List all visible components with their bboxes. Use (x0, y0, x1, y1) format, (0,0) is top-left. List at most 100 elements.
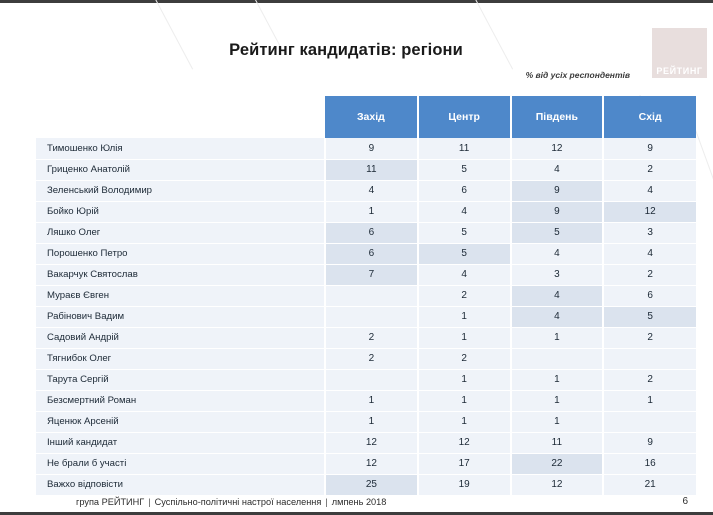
cell-value: 4 (510, 159, 605, 181)
row-label: Бойко Юрій (36, 201, 326, 223)
row-label: Мураєв Євген (36, 285, 326, 307)
row-label: Безсмертний Роман (36, 390, 326, 412)
row-label: Тарута Сергій (36, 369, 326, 391)
cell-value: 3 (510, 264, 605, 286)
background-diagonal-decor (695, 129, 713, 271)
data-table: Захід Центр Південь Схід Тимошенко Юлія 9… (36, 96, 696, 495)
row-label: Садовий Андрій (36, 327, 326, 349)
cell-value: 2 (325, 327, 419, 349)
cell-value: 5 (510, 222, 605, 244)
table-row: Тарута Сергій 1 1 2 (36, 369, 696, 391)
cell-value: 2 (603, 159, 696, 181)
column-header-tsentr: Центр (417, 96, 512, 138)
cell-value: 1 (510, 411, 605, 433)
cell-value (325, 369, 419, 391)
top-rule (0, 0, 713, 3)
table-row: Не брали б участі 12 17 22 16 (36, 453, 696, 475)
cell-value: 9 (603, 432, 696, 454)
cell-value: 4 (510, 243, 605, 265)
table-row: Безсмертний Роман 1 1 1 1 (36, 390, 696, 412)
table-row: Зеленський Володимир 4 6 9 4 (36, 180, 696, 202)
footer-study: Суспільно-політичні настрої населення (154, 496, 322, 507)
table-body: Тимошенко Юлія 9 11 12 9 Гриценко Анатолій 11 5… (36, 138, 696, 495)
cell-value: 21 (603, 474, 696, 495)
cell-value: 12 (325, 453, 419, 475)
cell-value: 11 (417, 138, 512, 160)
cell-value: 1 (603, 390, 696, 412)
cell-value: 11 (325, 159, 419, 181)
cell-value: 25 (325, 474, 419, 495)
table-row: Порошенко Петро 6 5 4 4 (36, 243, 696, 265)
cell-value: 6 (417, 180, 512, 202)
cell-value: 5 (603, 306, 696, 328)
column-header-shid: Схід (603, 96, 696, 138)
cell-value: 17 (417, 453, 512, 475)
column-header-zahid: Захід (325, 96, 419, 138)
page-number: 6 (682, 496, 688, 507)
slide-title: Рейтинг кандидатів: регіони (229, 41, 463, 59)
rating-logo: РЕЙТИНГ (652, 28, 707, 78)
cell-value: 1 (417, 306, 512, 328)
cell-value: 2 (417, 348, 512, 370)
cell-value: 2 (603, 327, 696, 349)
cell-value: 4 (510, 306, 605, 328)
cell-value: 16 (603, 453, 696, 475)
cell-value (325, 306, 419, 328)
cell-value: 12 (510, 138, 605, 160)
footer-org: група РЕЙТИНГ (76, 496, 145, 507)
column-header-pivden: Південь (510, 96, 605, 138)
footer-period: лмпень 2018 (331, 496, 387, 507)
cell-value: 1 (417, 327, 512, 349)
cell-value: 2 (603, 369, 696, 391)
row-label: Тягнибок Олег (36, 348, 326, 370)
table-row: Садовий Андрій 2 1 1 2 (36, 327, 696, 349)
cell-value: 5 (417, 159, 512, 181)
row-label: Тимошенко Юлія (36, 138, 326, 160)
row-label: Ляшко Олег (36, 222, 326, 244)
table-row: Важхо відповісти 25 19 12 21 (36, 474, 696, 495)
cell-value: 3 (603, 222, 696, 244)
cell-value: 9 (510, 180, 605, 202)
table-row: Ляшко Олег 6 5 5 3 (36, 222, 696, 244)
cell-value (510, 348, 605, 370)
footer-source-line: група РЕЙТИНГ | Суспільно-політичні настро… (36, 497, 386, 507)
row-label: Рабінович Вадим (36, 306, 326, 328)
row-label: Інший кандидат (36, 432, 326, 454)
row-label: Важхо відповісти (36, 474, 326, 495)
cell-value: 4 (417, 201, 512, 223)
row-label: Не брали б участі (36, 453, 326, 475)
cell-value: 22 (510, 453, 605, 475)
table-row: Гриценко Анатолій 11 5 4 2 (36, 159, 696, 181)
cell-value: 6 (325, 243, 419, 265)
row-label: Зеленський Володимир (36, 180, 326, 202)
regions-rating-table: Захід Центр Південь Схід Тимошенко Юлія 9… (36, 96, 696, 495)
cell-value: 6 (603, 285, 696, 307)
footer-separator: | (325, 496, 328, 507)
cell-value: 1 (510, 369, 605, 391)
header-row: Захід Центр Південь Схід (36, 96, 696, 138)
table-row: Мураєв Євген 2 4 6 (36, 285, 696, 307)
cell-value: 4 (417, 264, 512, 286)
rating-logo-text: РЕЙТИНГ (656, 66, 703, 76)
cell-value: 4 (325, 180, 419, 202)
table-row: Яценюк Арсеній 1 1 1 (36, 411, 696, 433)
cell-value: 2 (417, 285, 512, 307)
cell-value: 2 (603, 264, 696, 286)
slide-footer: група РЕЙТИНГ | Суспільно-політичні настро… (36, 496, 696, 507)
cell-value: 1 (417, 411, 512, 433)
cell-value: 1 (325, 390, 419, 412)
cell-value: 9 (510, 201, 605, 223)
cell-value (603, 411, 696, 433)
cell-value: 5 (417, 222, 512, 244)
cell-value: 9 (603, 138, 696, 160)
cell-value: 4 (603, 180, 696, 202)
table-row: Тягнибок Олег 2 2 (36, 348, 696, 370)
cell-value: 1 (325, 411, 419, 433)
cell-value: 4 (510, 285, 605, 307)
column-header-corner (36, 96, 325, 138)
cell-value (325, 285, 419, 307)
cell-value: 19 (417, 474, 512, 495)
cell-value: 1 (417, 390, 512, 412)
cell-value: 12 (417, 432, 512, 454)
row-label: Вакарчук Святослав (36, 264, 326, 286)
